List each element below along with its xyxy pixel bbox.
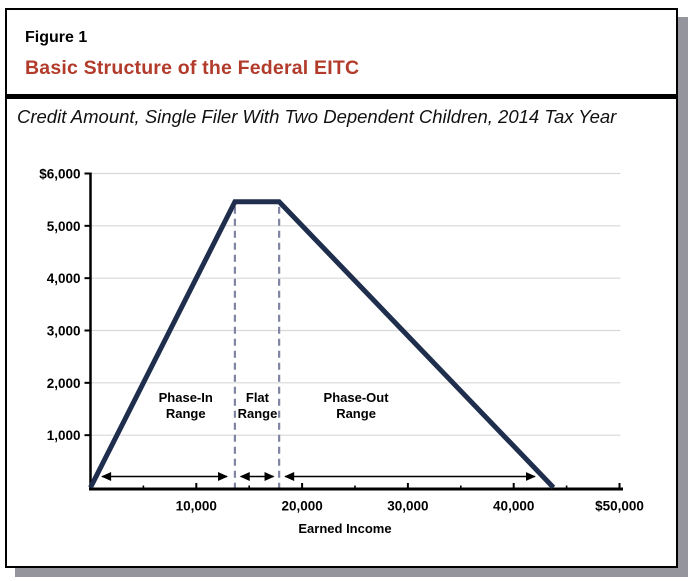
svg-text:Range: Range bbox=[336, 406, 376, 421]
svg-text:5,000: 5,000 bbox=[47, 219, 81, 234]
svg-text:Range: Range bbox=[238, 406, 278, 421]
svg-text:Earned Income: Earned Income bbox=[298, 521, 391, 536]
svg-text:4,000: 4,000 bbox=[47, 271, 81, 286]
svg-text:2,000: 2,000 bbox=[47, 376, 81, 391]
separator-bar bbox=[7, 94, 676, 99]
svg-text:3,000: 3,000 bbox=[47, 324, 81, 339]
svg-text:Phase-In: Phase-In bbox=[159, 390, 213, 405]
svg-text:20,000: 20,000 bbox=[281, 499, 322, 514]
svg-text:1,000: 1,000 bbox=[47, 428, 81, 443]
svg-text:Range: Range bbox=[166, 406, 206, 421]
chart-subtitle: Credit Amount, Single Filer With Two Dep… bbox=[17, 106, 617, 127]
svg-text:Flat: Flat bbox=[246, 390, 270, 405]
svg-text:$50,000: $50,000 bbox=[595, 499, 644, 514]
svg-text:40,000: 40,000 bbox=[493, 499, 534, 514]
eitc-chart: 1,000 2,000 3,000 4,000 5,000 $6,000 10,000 20,… bbox=[7, 142, 675, 565]
eitc-chart-svg: 1,000 2,000 3,000 4,000 5,000 $6,000 10,000 20,… bbox=[39, 167, 644, 537]
svg-text:10,000: 10,000 bbox=[176, 499, 217, 514]
figure-label: Figure 1 bbox=[25, 29, 88, 46]
svg-text:30,000: 30,000 bbox=[387, 499, 428, 514]
figure-card: Figure 1 Basic Structure of the Federal … bbox=[5, 8, 678, 568]
page-title: Basic Structure of the Federal EITC bbox=[25, 57, 360, 79]
svg-text:Phase-Out: Phase-Out bbox=[324, 390, 390, 405]
svg-text:$6,000: $6,000 bbox=[39, 167, 80, 182]
